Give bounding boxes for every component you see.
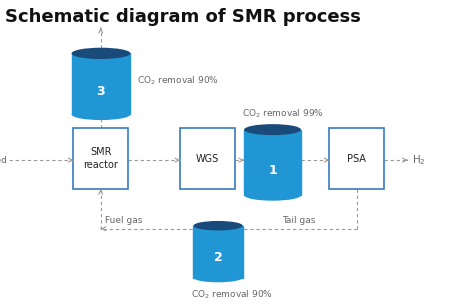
Text: 1: 1 bbox=[268, 164, 277, 177]
Text: Fuel gas: Fuel gas bbox=[105, 216, 143, 225]
Text: H$_2$: H$_2$ bbox=[412, 153, 426, 167]
Ellipse shape bbox=[244, 190, 301, 201]
Text: Tail gas: Tail gas bbox=[282, 216, 315, 225]
Ellipse shape bbox=[72, 109, 130, 120]
Ellipse shape bbox=[72, 48, 130, 59]
Text: CO$_2$ removal 99%: CO$_2$ removal 99% bbox=[242, 107, 324, 120]
Text: Schematic diagram of SMR process: Schematic diagram of SMR process bbox=[5, 8, 361, 26]
Text: 3: 3 bbox=[97, 85, 105, 98]
Ellipse shape bbox=[244, 124, 301, 135]
Bar bbox=[73, 128, 128, 189]
Text: CO$_2$ removal 90%: CO$_2$ removal 90% bbox=[191, 288, 273, 301]
Bar bbox=[244, 130, 301, 195]
Text: CO$_2$ removal 90%: CO$_2$ removal 90% bbox=[137, 75, 219, 87]
Ellipse shape bbox=[193, 221, 243, 231]
Bar bbox=[72, 53, 130, 114]
Text: NG feed: NG feed bbox=[0, 156, 7, 165]
Ellipse shape bbox=[193, 273, 243, 282]
Bar bbox=[193, 226, 243, 278]
Text: PSA: PSA bbox=[347, 154, 366, 163]
Text: WGS: WGS bbox=[196, 154, 219, 163]
Text: SMR
reactor: SMR reactor bbox=[83, 147, 118, 170]
Bar bbox=[329, 128, 384, 189]
Text: 2: 2 bbox=[214, 251, 222, 264]
Bar bbox=[180, 128, 235, 189]
